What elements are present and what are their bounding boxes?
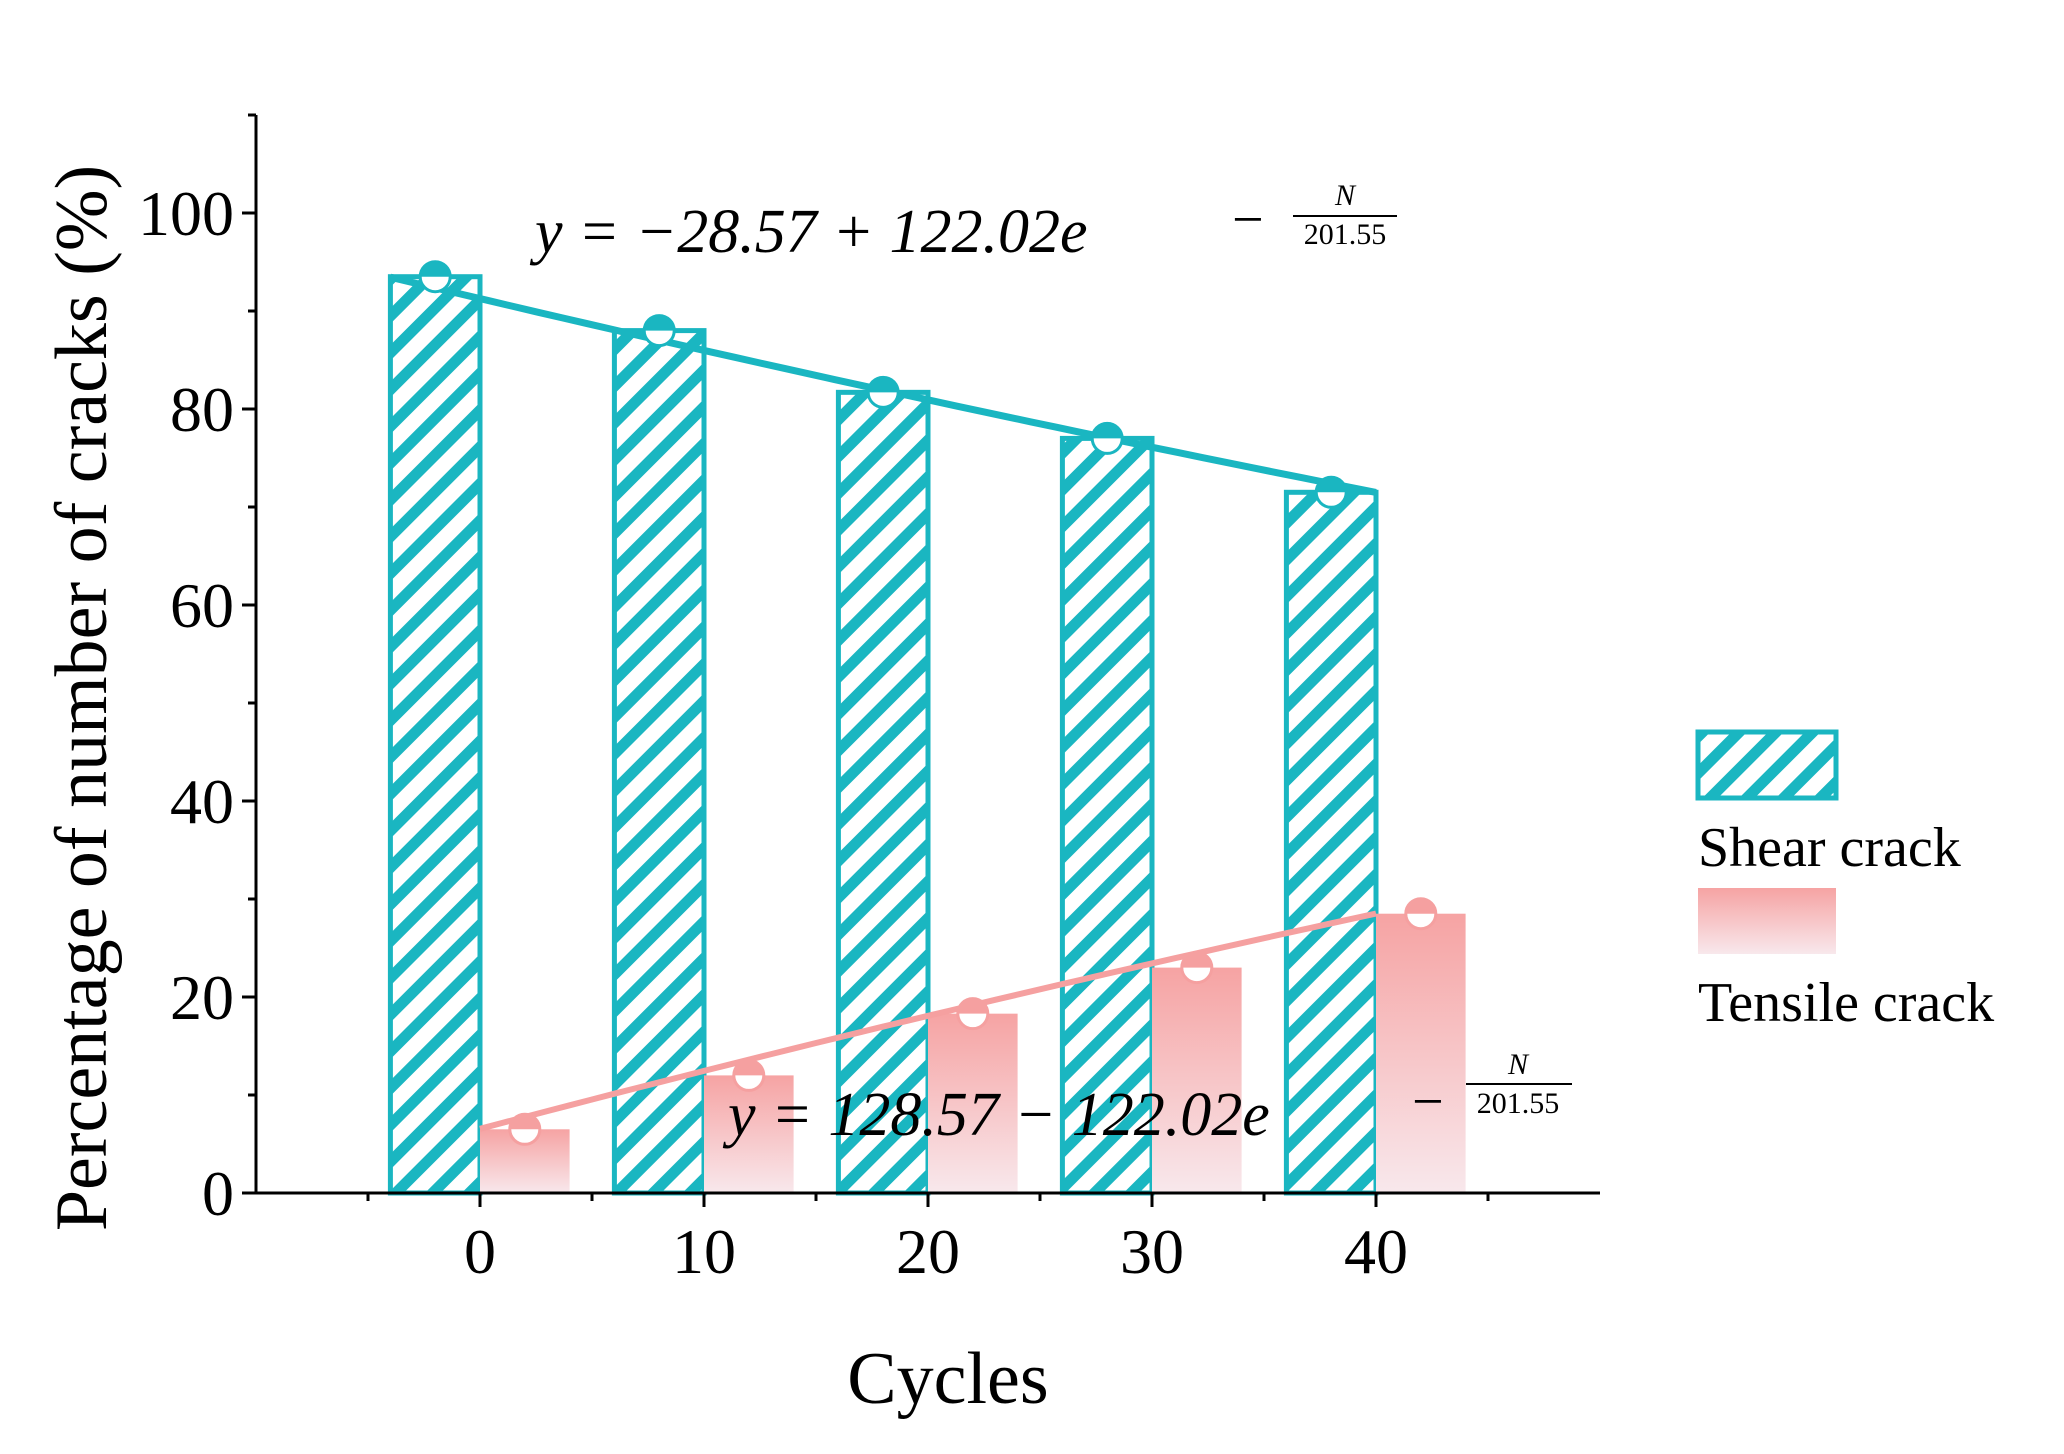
marker-tensile-20	[956, 997, 990, 1031]
tensile-fit-exponent: − N 201.55	[1412, 1048, 1572, 1133]
shear-fit-equation: y = −28.57 + 122.02e	[529, 198, 1088, 266]
bar-shear-30	[1059, 435, 1155, 1196]
legend: Shear crack Tensile crack	[1695, 729, 1994, 1034]
svg-text:201.55: 201.55	[1304, 218, 1387, 251]
fit-line-tensile	[479, 910, 1377, 1132]
legend-label-tensile: Tensile crack	[1698, 972, 1994, 1034]
legend-swatch-tensile	[1698, 888, 1836, 954]
bar-shear-10	[611, 328, 707, 1196]
marker-shear-10	[642, 314, 676, 348]
marker-tensile-40	[1404, 897, 1438, 931]
svg-text:N: N	[1334, 179, 1357, 212]
x-tick-label-40: 40	[1344, 1216, 1408, 1287]
bar-shear-0	[387, 274, 483, 1196]
bar-shear-40	[1283, 489, 1379, 1196]
bar-tensile-20	[928, 1013, 1018, 1193]
svg-text:N: N	[1507, 1048, 1530, 1081]
x-tick-label-20: 20	[896, 1216, 960, 1287]
y-tick-label-60: 60	[170, 570, 234, 641]
y-tick-label-40: 40	[170, 766, 234, 837]
marker-tensile-10	[732, 1058, 766, 1092]
marker-shear-30	[1090, 421, 1124, 455]
y-tick-label-80: 80	[170, 374, 234, 445]
marker-shear-0	[418, 260, 452, 294]
x-axis-title: Cycles	[847, 1338, 1048, 1420]
bar-tensile-40	[1376, 913, 1466, 1193]
marker-shear-20	[866, 375, 900, 409]
tensile-fit-equation: y = 128.57 − 122.02e	[722, 1081, 1270, 1149]
y-axis-title: Percentage of number of cracks (%)	[41, 165, 123, 1231]
x-tick-label-0: 0	[464, 1216, 496, 1287]
y-tick-label-20: 20	[170, 962, 234, 1033]
marker-shear-40	[1314, 475, 1348, 509]
legend-label-shear: Shear crack	[1698, 817, 1961, 879]
marker-tensile-30	[1180, 951, 1214, 985]
shear-fit-exponent: − N 201.55	[1232, 179, 1397, 251]
bars-group	[387, 274, 1466, 1196]
legend-swatch-shear	[1695, 729, 1839, 801]
bar-tensile-30	[1152, 967, 1242, 1193]
y-tick-label-100: 100	[138, 178, 234, 249]
bar-tensile-10	[704, 1075, 794, 1193]
x-tick-label-10: 10	[672, 1216, 736, 1287]
bar-shear-20	[835, 389, 931, 1196]
svg-text:201.55: 201.55	[1477, 1087, 1560, 1120]
svg-text:−: −	[1412, 1071, 1444, 1133]
y-tick-label-0: 0	[202, 1158, 234, 1229]
svg-text:−: −	[1232, 189, 1264, 251]
x-tick-label-30: 30	[1120, 1216, 1184, 1287]
axes-group: 0 20 40 60 80 100 0 10 20 30 40	[138, 113, 1600, 1287]
markers-group	[418, 260, 1438, 1146]
marker-tensile-0	[508, 1112, 542, 1146]
